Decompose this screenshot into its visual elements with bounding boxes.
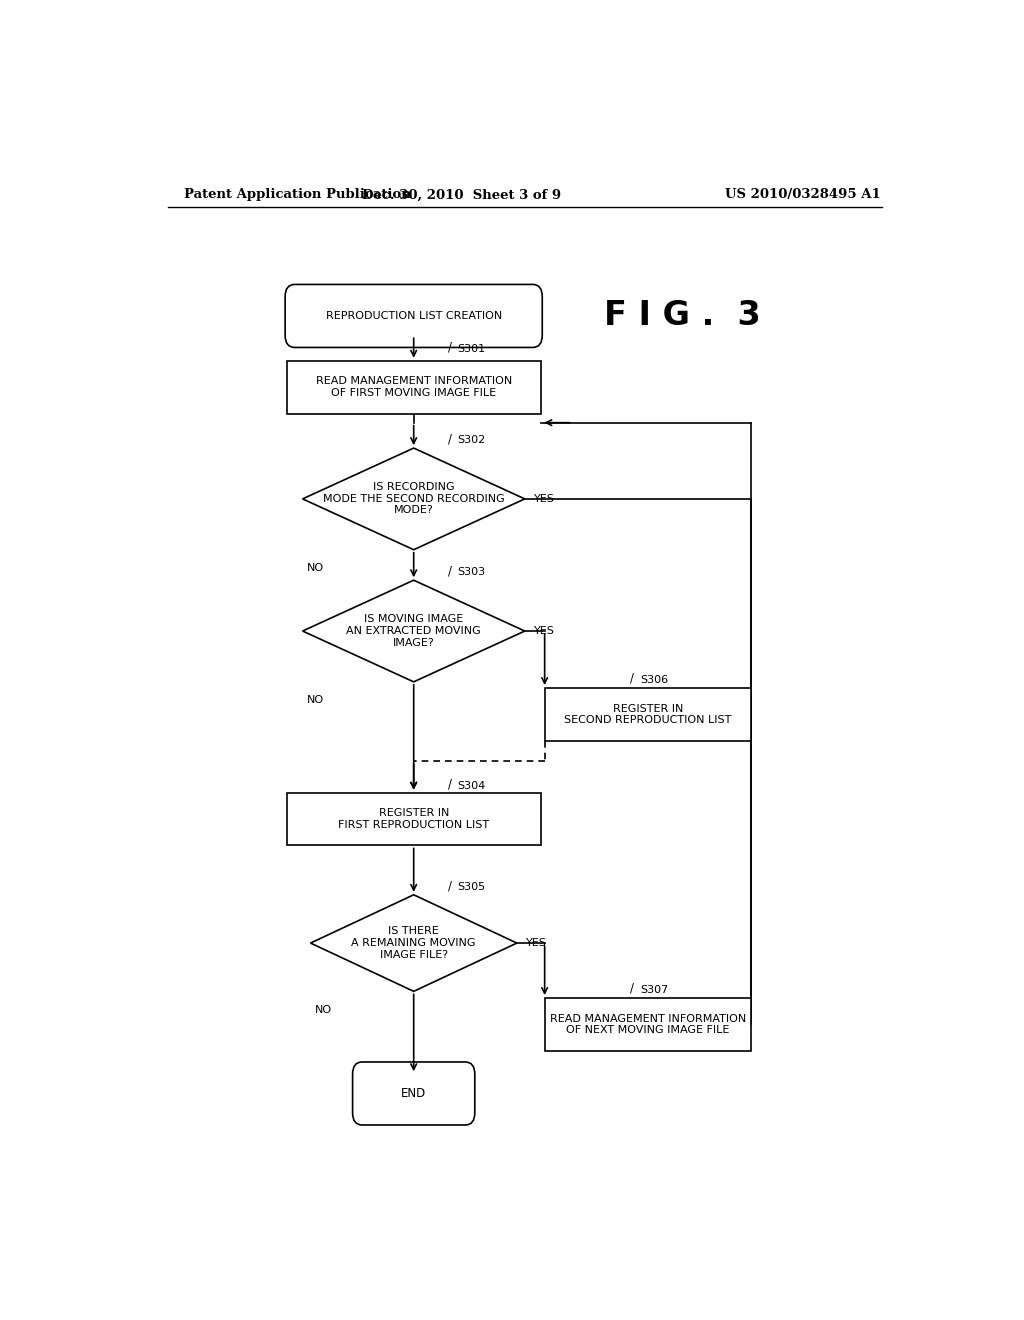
FancyBboxPatch shape [285,284,543,347]
Text: /: / [447,432,452,445]
Text: NO: NO [306,696,324,705]
Text: S303: S303 [458,568,485,577]
Text: READ MANAGEMENT INFORMATION
OF NEXT MOVING IMAGE FILE: READ MANAGEMENT INFORMATION OF NEXT MOVI… [550,1014,745,1035]
Text: /: / [447,564,452,577]
Text: END: END [401,1086,426,1100]
Text: /: / [447,879,452,892]
Text: S301: S301 [458,343,485,354]
Text: S302: S302 [458,436,485,445]
Polygon shape [310,895,517,991]
Text: Patent Application Publication: Patent Application Publication [183,189,411,202]
Polygon shape [303,447,524,549]
Bar [545,688,751,741]
Text: REGISTER IN
FIRST REPRODUCTION LIST: REGISTER IN FIRST REPRODUCTION LIST [338,808,489,830]
Text: S304: S304 [458,780,485,791]
Text: IS THERE
A REMAINING MOVING
IMAGE FILE?: IS THERE A REMAINING MOVING IMAGE FILE? [351,927,476,960]
Bar [545,998,751,1051]
Text: IS RECORDING
MODE THE SECOND RECORDING
MODE?: IS RECORDING MODE THE SECOND RECORDING M… [323,482,505,516]
Text: READ MANAGEMENT INFORMATION
OF FIRST MOVING IMAGE FILE: READ MANAGEMENT INFORMATION OF FIRST MOV… [315,376,512,397]
Text: REPRODUCTION LIST CREATION: REPRODUCTION LIST CREATION [326,312,502,321]
Text: /: / [631,982,634,995]
Text: S307: S307 [640,985,668,995]
Text: S305: S305 [458,882,485,892]
Text: Dec. 30, 2010  Sheet 3 of 9: Dec. 30, 2010 Sheet 3 of 9 [361,189,561,202]
Text: NO: NO [314,1005,332,1015]
Polygon shape [303,581,524,682]
Text: /: / [631,672,634,685]
Bar [287,792,541,846]
Text: F I G .  3: F I G . 3 [604,300,761,333]
Text: IS MOVING IMAGE
AN EXTRACTED MOVING
IMAGE?: IS MOVING IMAGE AN EXTRACTED MOVING IMAG… [346,614,481,648]
Text: REGISTER IN
SECOND REPRODUCTION LIST: REGISTER IN SECOND REPRODUCTION LIST [564,704,731,725]
Text: S306: S306 [640,675,668,685]
Text: NO: NO [306,564,324,573]
FancyBboxPatch shape [352,1063,475,1125]
Text: YES: YES [535,494,555,504]
Text: US 2010/0328495 A1: US 2010/0328495 A1 [725,189,881,202]
Text: YES: YES [526,939,547,948]
Text: YES: YES [535,626,555,636]
Text: /: / [447,777,452,791]
Text: /: / [447,341,452,354]
Bar [287,360,541,413]
